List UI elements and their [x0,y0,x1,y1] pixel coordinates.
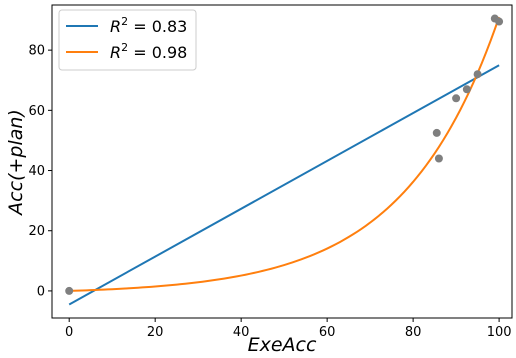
y-tick-label: 20 [28,224,45,239]
data-point [495,17,504,26]
data-point [432,128,441,137]
plot-frame [51,4,513,319]
legend-label-linear: R2 = 0.83 [110,15,187,36]
y-tick-label: 80 [28,44,45,59]
x-tick-label: 20 [147,325,164,340]
y-axis-title: Acc(+plan) [5,109,27,217]
series-line-linear [68,64,500,306]
axis-ticks: 0 20 40 60 80 100 0 20 40 60 80 [28,44,511,340]
legend: R2 = 0.83 R2 = 0.98 [58,9,197,71]
x-tick-label: 80 [405,325,422,340]
x-tick-label: 100 [487,325,512,340]
data-point [473,70,482,79]
data-point [462,85,471,94]
series-lines [68,16,501,306]
x-tick-label: 40 [233,325,250,340]
series-line-exponential [69,16,501,292]
x-tick-label: 60 [319,325,336,340]
y-tick-label: 60 [28,104,45,119]
data-point [452,94,461,103]
scatter-points [65,14,504,295]
y-tick-label: 0 [37,284,45,299]
x-tick-label: 0 [65,325,73,340]
data-point [65,286,74,295]
y-tick-label: 40 [28,164,45,179]
data-point [434,154,443,163]
x-axis-title: ExeAcc [248,334,317,356]
legend-label-exponential: R2 = 0.98 [110,41,187,62]
